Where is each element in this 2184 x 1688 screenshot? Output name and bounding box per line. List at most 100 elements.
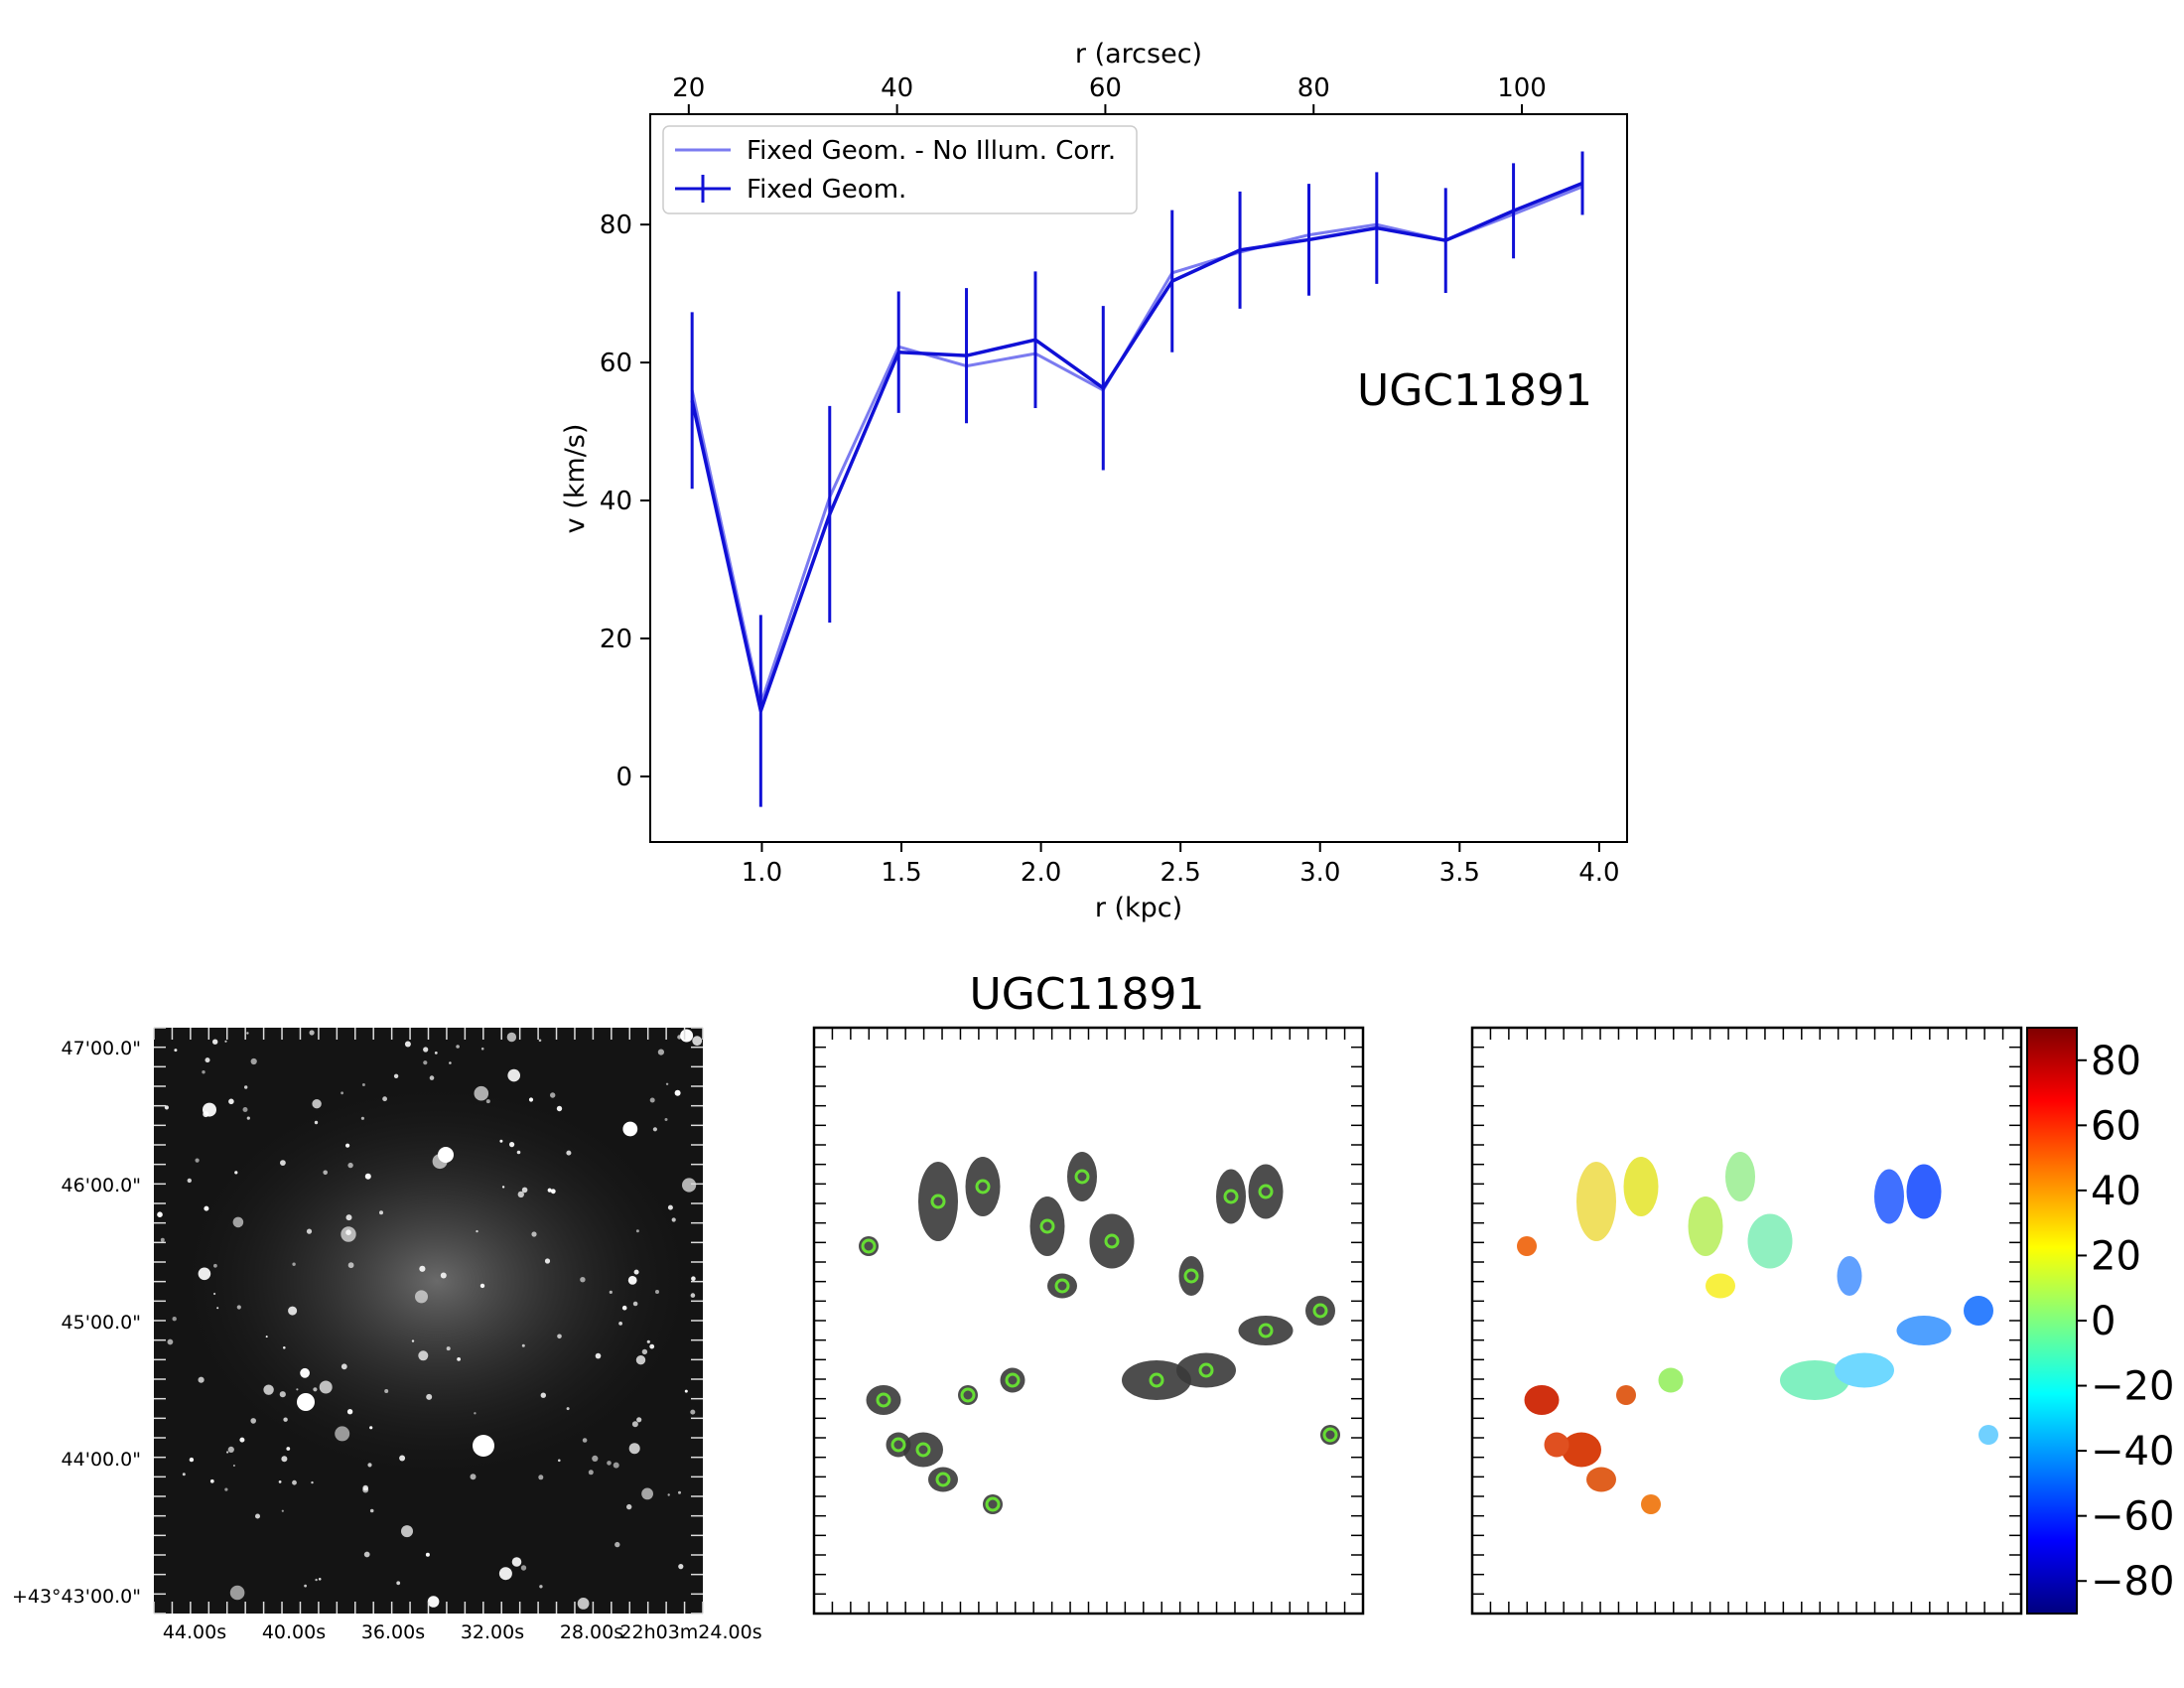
panel-title: UGC11891 [970,969,1205,1020]
star [684,1389,688,1393]
star [280,1160,286,1166]
star [311,1480,314,1484]
star [521,1187,528,1194]
series-layer [690,151,1584,807]
star [506,1032,517,1043]
star [677,1035,682,1040]
x-tick-label: 1.0 [742,858,782,888]
legend-label-no-illum: Fixed Geom. - No Illum. Corr. [747,136,1116,166]
star [667,1493,670,1496]
y-tick-label: 20 [600,625,632,654]
star [520,1565,527,1571]
hii-region-marker [915,1442,931,1458]
star [531,1231,537,1237]
star [360,1116,364,1120]
sky-image-panel: 47'00.0" 46'00.0" 45'00.0" 44'00.0" +43°… [12,1027,762,1643]
star [399,1455,406,1462]
star [635,1229,639,1233]
rotation-curve-chart: 1.0 1.5 2.0 2.5 3.0 3.5 4.0 0 20 40 60 80 20 40 60 80 10… [560,39,1628,923]
emission-clump [1122,1360,1191,1400]
star [655,1290,659,1294]
emission-clump [1000,1367,1025,1393]
star [300,1367,310,1378]
star [595,1352,602,1359]
star [540,1392,546,1398]
star [678,1490,681,1494]
hii-region-marker [930,1194,946,1209]
velocity-clump [1706,1273,1735,1299]
top-x-tick-label: 60 [1089,73,1122,103]
star [283,1417,288,1422]
hii-region-marker [975,1179,991,1195]
star [690,1293,696,1298]
star [517,1191,524,1198]
velocity-clump [1896,1316,1952,1345]
star [528,1097,534,1102]
star [172,1317,177,1322]
star [313,1387,318,1392]
star [429,1075,435,1080]
emission-clump [1305,1296,1335,1326]
star [498,1567,512,1581]
star [345,1143,350,1148]
star [692,1036,703,1047]
star [691,1276,696,1281]
star [363,1551,370,1558]
hii-region-marker [1074,1169,1090,1185]
emission-clump [1238,1316,1294,1345]
velocity-map-panel: 80 60 40 20 0 −20 −40 −60 −80 [1470,1026,2174,1616]
star [474,1085,489,1101]
star [457,1357,461,1361]
y-tick-label: 0 [615,763,632,792]
star [292,1479,297,1485]
star [369,1508,374,1513]
series-line-fixed-geom [690,181,1583,713]
star [198,1267,211,1281]
star [369,1426,373,1430]
star [566,1150,572,1156]
star [281,1509,284,1512]
emission-clump [1067,1152,1097,1201]
velocity-clump [1874,1169,1904,1224]
sky-x-tick-labels: 44.00s 40.00s 36.00s 32.00s 28.00s 22h03… [163,1621,762,1643]
star [646,1339,650,1343]
star [588,1470,594,1476]
star [636,1417,642,1423]
colorbar-tick-label: 20 [2091,1233,2141,1279]
star [204,1205,209,1211]
colorbar-tick-label: 60 [2091,1103,2141,1149]
star [580,1277,586,1283]
star [246,1116,250,1120]
star [250,1057,257,1065]
star [631,1421,638,1428]
velocity-clump [1544,1432,1570,1458]
star [418,1350,429,1361]
star [232,1465,235,1467]
star [236,1305,241,1310]
star [621,1305,627,1311]
star [306,1228,313,1234]
hii-region-marker [1258,1184,1274,1199]
star [426,1393,433,1400]
star [509,1142,515,1148]
star [538,1039,542,1043]
star [566,1407,570,1411]
x-tick-label: 3.5 [1439,858,1480,888]
star [323,1170,329,1176]
star [213,1263,217,1268]
galaxy-diffuse-glow [179,1082,695,1479]
velocity-clump [1780,1360,1849,1400]
colorbar-tick-label: 80 [2091,1039,2141,1084]
star [667,1204,673,1210]
star [415,1290,428,1304]
legend: Fixed Geom. - No Illum. Corr. Fixed Geom… [662,125,1138,214]
velocity-clump [1837,1256,1862,1296]
hii-region-marker [935,1472,951,1487]
axis-ticks: 1.0 1.5 2.0 2.5 3.0 3.5 4.0 0 20 40 60 80 20 40 60 80 10… [600,73,1620,888]
series-line-no-illum [690,185,1583,706]
intensity-blobs [859,1152,1340,1514]
colorbar-ticks: 80 60 40 20 0 −20 −40 −60 −80 [2077,1039,2174,1605]
star [470,1474,477,1480]
star [507,1068,520,1082]
